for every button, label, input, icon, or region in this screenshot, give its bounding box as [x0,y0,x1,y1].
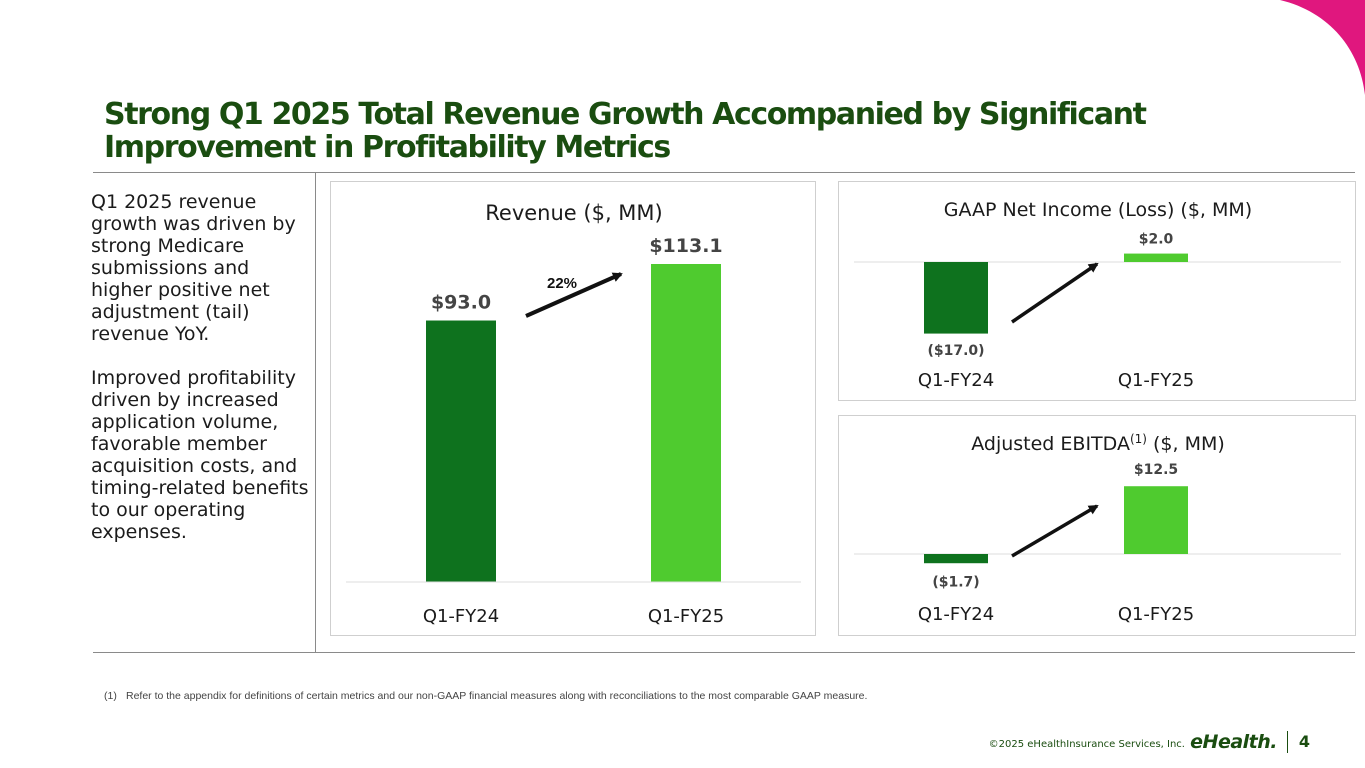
commentary: Q1 2025 revenue growth was driven by str… [91,191,311,565]
revenue-bar-q1-fy25 [651,264,721,582]
ebitda-title-main: Adjusted EBITDA [971,433,1130,455]
gaap-tick-label-q1-fy25: Q1-FY25 [1118,370,1194,391]
bottom-divider [93,652,1355,653]
ebitda-tick-label-q1-fy25: Q1-FY25 [1118,604,1194,625]
ebitda-data-label-q1-fy25: $12.5 [1134,462,1178,478]
footnote: (1) Refer to the appendix for definitions… [104,690,867,702]
ebitda-bar-q1-fy25 [1124,486,1188,554]
revenue-growth-arrow [525,272,623,318]
ebitda-data-label-q1-fy24: ($1.7) [932,574,979,590]
corner-accent [1280,0,1365,95]
adjusted-ebitda-chart: Adjusted EBITDA(1) ($, MM) ($1.7) Q1-FY24… [854,432,1341,625]
ebitda-tick-label-q1-fy24: Q1-FY24 [918,604,994,625]
gaap-data-label-q1-fy24: ($17.0) [927,343,984,359]
gaap-trend-arrow [1011,262,1099,324]
corner-accent-shape [1280,0,1365,95]
revenue-chart-panel: Revenue ($, MM) $93.0 Q1-FY24 $113.1 Q1-FY2… [330,181,816,636]
ebitda-chart-title: Adjusted EBITDA(1) ($, MM) [971,432,1225,455]
revenue-growth-label: 22% [547,275,577,292]
page-number: 4 [1298,732,1310,751]
gaap-net-income-chart-panel: GAAP Net Income (Loss) ($, MM) ($17.0) Q1… [838,181,1356,401]
revenue-chart-title: Revenue ($, MM) [485,201,662,225]
commentary-paragraph-revenue: Q1 2025 revenue growth was driven by str… [91,191,296,345]
revenue-data-label-q1-fy24: $93.0 [431,292,491,314]
footnote-number: (1) [104,690,117,702]
top-divider [93,172,1355,173]
revenue-tick-label-q1-fy25: Q1-FY25 [648,606,724,627]
footnote-text: Refer to the appendix for definitions of… [126,690,868,702]
revenue-data-label-q1-fy25: $113.1 [649,235,722,257]
adjusted-ebitda-chart-panel: Adjusted EBITDA(1) ($, MM) ($1.7) Q1-FY24… [838,415,1356,636]
gaap-data-label-q1-fy25: $2.0 [1139,232,1174,248]
ehealth-logo: eHealth. [1190,731,1277,753]
gaap-chart-title: GAAP Net Income (Loss) ($, MM) [944,199,1252,221]
column-divider [315,172,316,652]
ebitda-title-footnote-ref: (1) [1130,432,1147,446]
ebitda-bar-q1-fy24 [924,554,988,564]
revenue-bar-q1-fy24 [426,320,496,582]
footer-divider [1287,731,1288,753]
slide-title: Strong Q1 2025 Total Revenue Growth Acco… [104,97,1147,165]
revenue-tick-label-q1-fy24: Q1-FY24 [423,606,499,627]
commentary-paragraph-profitability: Improved profitability driven by increas… [91,367,309,543]
ebitda-title-units: ($, MM) [1147,433,1225,455]
revenue-chart: Revenue ($, MM) $93.0 Q1-FY24 $113.1 Q1-FY2… [346,201,801,627]
gaap-bar-q1-fy24 [924,262,988,334]
ebitda-trend-arrow [1011,504,1099,558]
footer: ©2025 eHealthInsurance Services, Inc. eH… [945,731,1365,753]
gaap-tick-label-q1-fy24: Q1-FY24 [918,370,994,391]
gaap-net-income-chart: GAAP Net Income (Loss) ($, MM) ($17.0) Q1… [854,199,1341,391]
gaap-bar-q1-fy25 [1124,253,1188,262]
copyright: ©2025 eHealthInsurance Services, Inc. [988,739,1185,750]
